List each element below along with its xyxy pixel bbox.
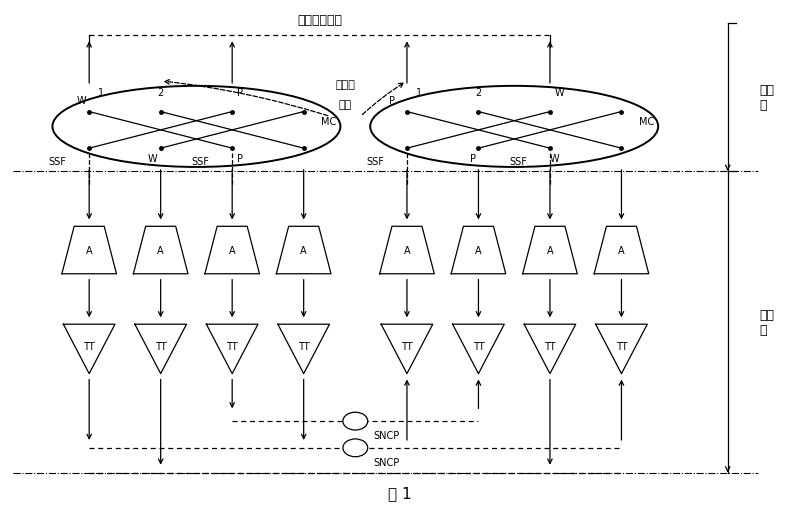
Text: TT: TT bbox=[616, 342, 627, 352]
Text: W: W bbox=[77, 95, 86, 106]
Text: A: A bbox=[158, 245, 164, 256]
Text: A: A bbox=[300, 245, 307, 256]
Text: 1: 1 bbox=[98, 87, 104, 97]
Text: 业务
层: 业务 层 bbox=[759, 308, 774, 336]
Text: 客户
层: 客户 层 bbox=[759, 83, 774, 112]
Text: A: A bbox=[404, 245, 410, 256]
Text: MC: MC bbox=[321, 117, 336, 127]
Text: A: A bbox=[546, 245, 554, 256]
Text: P: P bbox=[470, 154, 477, 164]
Text: SNCP: SNCP bbox=[373, 430, 399, 440]
Text: SSF: SSF bbox=[510, 157, 527, 167]
Text: A: A bbox=[86, 245, 93, 256]
Text: SSF: SSF bbox=[191, 157, 210, 167]
Text: TT: TT bbox=[544, 342, 556, 352]
Text: SSF: SSF bbox=[49, 157, 66, 167]
Text: SSF: SSF bbox=[366, 157, 384, 167]
Text: 命令: 命令 bbox=[338, 99, 352, 110]
Text: 外部的: 外部的 bbox=[335, 80, 355, 89]
Text: 图 1: 图 1 bbox=[388, 485, 412, 500]
Text: 保护子网连接: 保护子网连接 bbox=[297, 14, 342, 26]
Text: TT: TT bbox=[83, 342, 95, 352]
Text: TT: TT bbox=[473, 342, 484, 352]
Text: P: P bbox=[389, 95, 395, 106]
Text: A: A bbox=[229, 245, 235, 256]
Text: A: A bbox=[475, 245, 482, 256]
Text: MC: MC bbox=[638, 117, 654, 127]
Text: W: W bbox=[555, 87, 565, 97]
Text: 2: 2 bbox=[158, 87, 164, 97]
Text: TT: TT bbox=[298, 342, 310, 352]
Text: TT: TT bbox=[226, 342, 238, 352]
Text: TT: TT bbox=[155, 342, 166, 352]
Text: P: P bbox=[237, 154, 243, 164]
Text: A: A bbox=[618, 245, 625, 256]
Text: TT: TT bbox=[401, 342, 413, 352]
Ellipse shape bbox=[343, 413, 368, 430]
Text: 2: 2 bbox=[475, 87, 482, 97]
Text: W: W bbox=[148, 154, 158, 164]
Text: 1: 1 bbox=[416, 87, 422, 97]
Text: W: W bbox=[550, 154, 560, 164]
Text: SNCP: SNCP bbox=[373, 457, 399, 467]
Text: P: P bbox=[237, 87, 243, 97]
Ellipse shape bbox=[343, 439, 368, 457]
